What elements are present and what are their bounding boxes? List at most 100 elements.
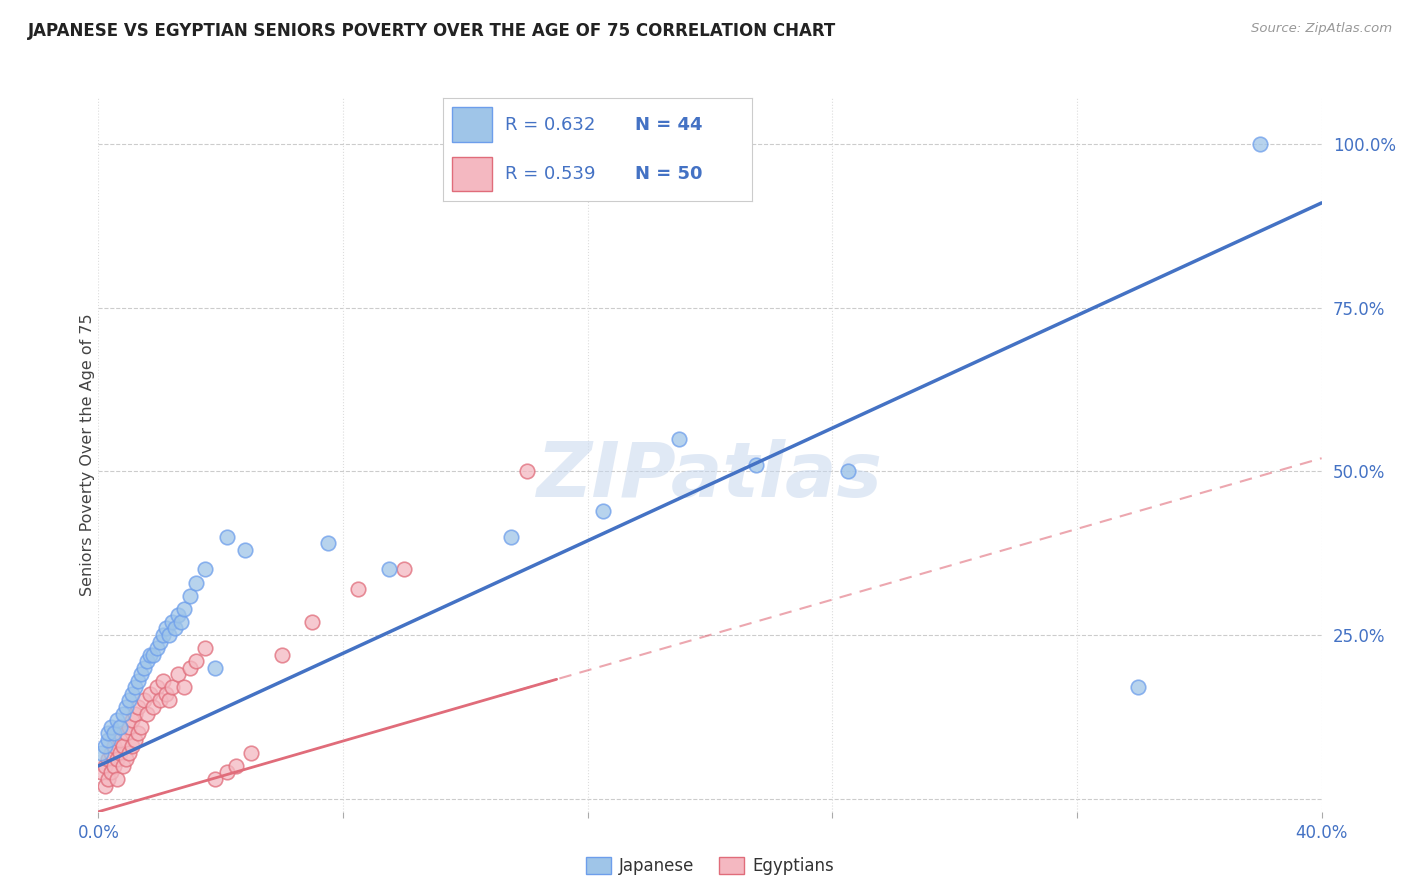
- Point: [111, 759, 134, 773]
- Point: [121, 713, 143, 727]
- Point: [115, 726, 138, 740]
- Text: N = 44: N = 44: [634, 116, 702, 134]
- Text: R = 0.632: R = 0.632: [505, 116, 595, 134]
- Point: [97, 726, 120, 740]
- Point: [142, 648, 165, 662]
- Text: R = 0.539: R = 0.539: [505, 165, 595, 183]
- Point: [240, 746, 263, 760]
- Point: [316, 536, 339, 550]
- Point: [149, 693, 172, 707]
- Point: [111, 706, 134, 721]
- Point: [108, 746, 131, 760]
- Point: [194, 641, 217, 656]
- Point: [194, 562, 217, 576]
- Point: [155, 687, 177, 701]
- Bar: [453, 107, 492, 142]
- Point: [105, 772, 128, 786]
- Point: [745, 458, 768, 472]
- Point: [157, 628, 180, 642]
- Text: Source: ZipAtlas.com: Source: ZipAtlas.com: [1251, 22, 1392, 36]
- Point: [93, 759, 115, 773]
- Point: [127, 700, 149, 714]
- Point: [90, 765, 112, 780]
- Point: [170, 615, 193, 629]
- Point: [124, 732, 146, 747]
- Point: [215, 530, 238, 544]
- Point: [105, 713, 128, 727]
- Point: [173, 681, 195, 695]
- Point: [129, 667, 152, 681]
- Point: [145, 681, 167, 695]
- Point: [186, 575, 208, 590]
- Text: JAPANESE VS EGYPTIAN SENIORS POVERTY OVER THE AGE OF 75 CORRELATION CHART: JAPANESE VS EGYPTIAN SENIORS POVERTY OVE…: [28, 22, 837, 40]
- Point: [121, 687, 143, 701]
- Point: [97, 752, 120, 766]
- Point: [97, 732, 120, 747]
- Point: [167, 608, 190, 623]
- Point: [1128, 681, 1150, 695]
- Point: [301, 615, 323, 629]
- Point: [129, 720, 152, 734]
- Bar: [453, 157, 492, 192]
- Point: [100, 765, 122, 780]
- Point: [225, 759, 247, 773]
- Text: ZIPatlas: ZIPatlas: [537, 440, 883, 513]
- Point: [124, 681, 146, 695]
- Point: [392, 562, 416, 576]
- Point: [100, 720, 122, 734]
- Point: [516, 464, 538, 478]
- Point: [100, 746, 122, 760]
- Point: [139, 687, 162, 701]
- Text: N = 50: N = 50: [634, 165, 702, 183]
- Point: [1249, 136, 1271, 151]
- Point: [142, 700, 165, 714]
- Legend: Japanese, Egyptians: Japanese, Egyptians: [579, 850, 841, 882]
- Point: [103, 759, 125, 773]
- Point: [837, 464, 859, 478]
- Point: [136, 654, 159, 668]
- Point: [204, 772, 226, 786]
- Point: [160, 681, 183, 695]
- Point: [139, 648, 162, 662]
- Point: [160, 615, 183, 629]
- Point: [668, 432, 690, 446]
- Point: [118, 693, 141, 707]
- Point: [215, 765, 238, 780]
- Point: [134, 693, 156, 707]
- Point: [186, 654, 208, 668]
- Point: [592, 503, 614, 517]
- Point: [118, 720, 141, 734]
- Point: [149, 634, 172, 648]
- Point: [115, 752, 138, 766]
- Point: [173, 601, 195, 615]
- Point: [179, 661, 201, 675]
- Point: [136, 706, 159, 721]
- Point: [103, 739, 125, 754]
- Point: [97, 772, 120, 786]
- Point: [157, 693, 180, 707]
- Point: [108, 732, 131, 747]
- Point: [124, 706, 146, 721]
- Point: [127, 673, 149, 688]
- Point: [108, 720, 131, 734]
- Point: [179, 589, 201, 603]
- Point: [270, 648, 292, 662]
- Point: [127, 726, 149, 740]
- Point: [121, 739, 143, 754]
- Point: [93, 779, 115, 793]
- Point: [134, 661, 156, 675]
- Point: [103, 726, 125, 740]
- Point: [347, 582, 370, 596]
- Point: [152, 628, 174, 642]
- Point: [93, 739, 115, 754]
- Point: [378, 562, 401, 576]
- Point: [233, 542, 256, 557]
- Point: [90, 746, 112, 760]
- Point: [115, 700, 138, 714]
- Point: [118, 746, 141, 760]
- Point: [204, 661, 226, 675]
- Point: [145, 641, 167, 656]
- Point: [152, 673, 174, 688]
- Point: [111, 739, 134, 754]
- Point: [155, 621, 177, 635]
